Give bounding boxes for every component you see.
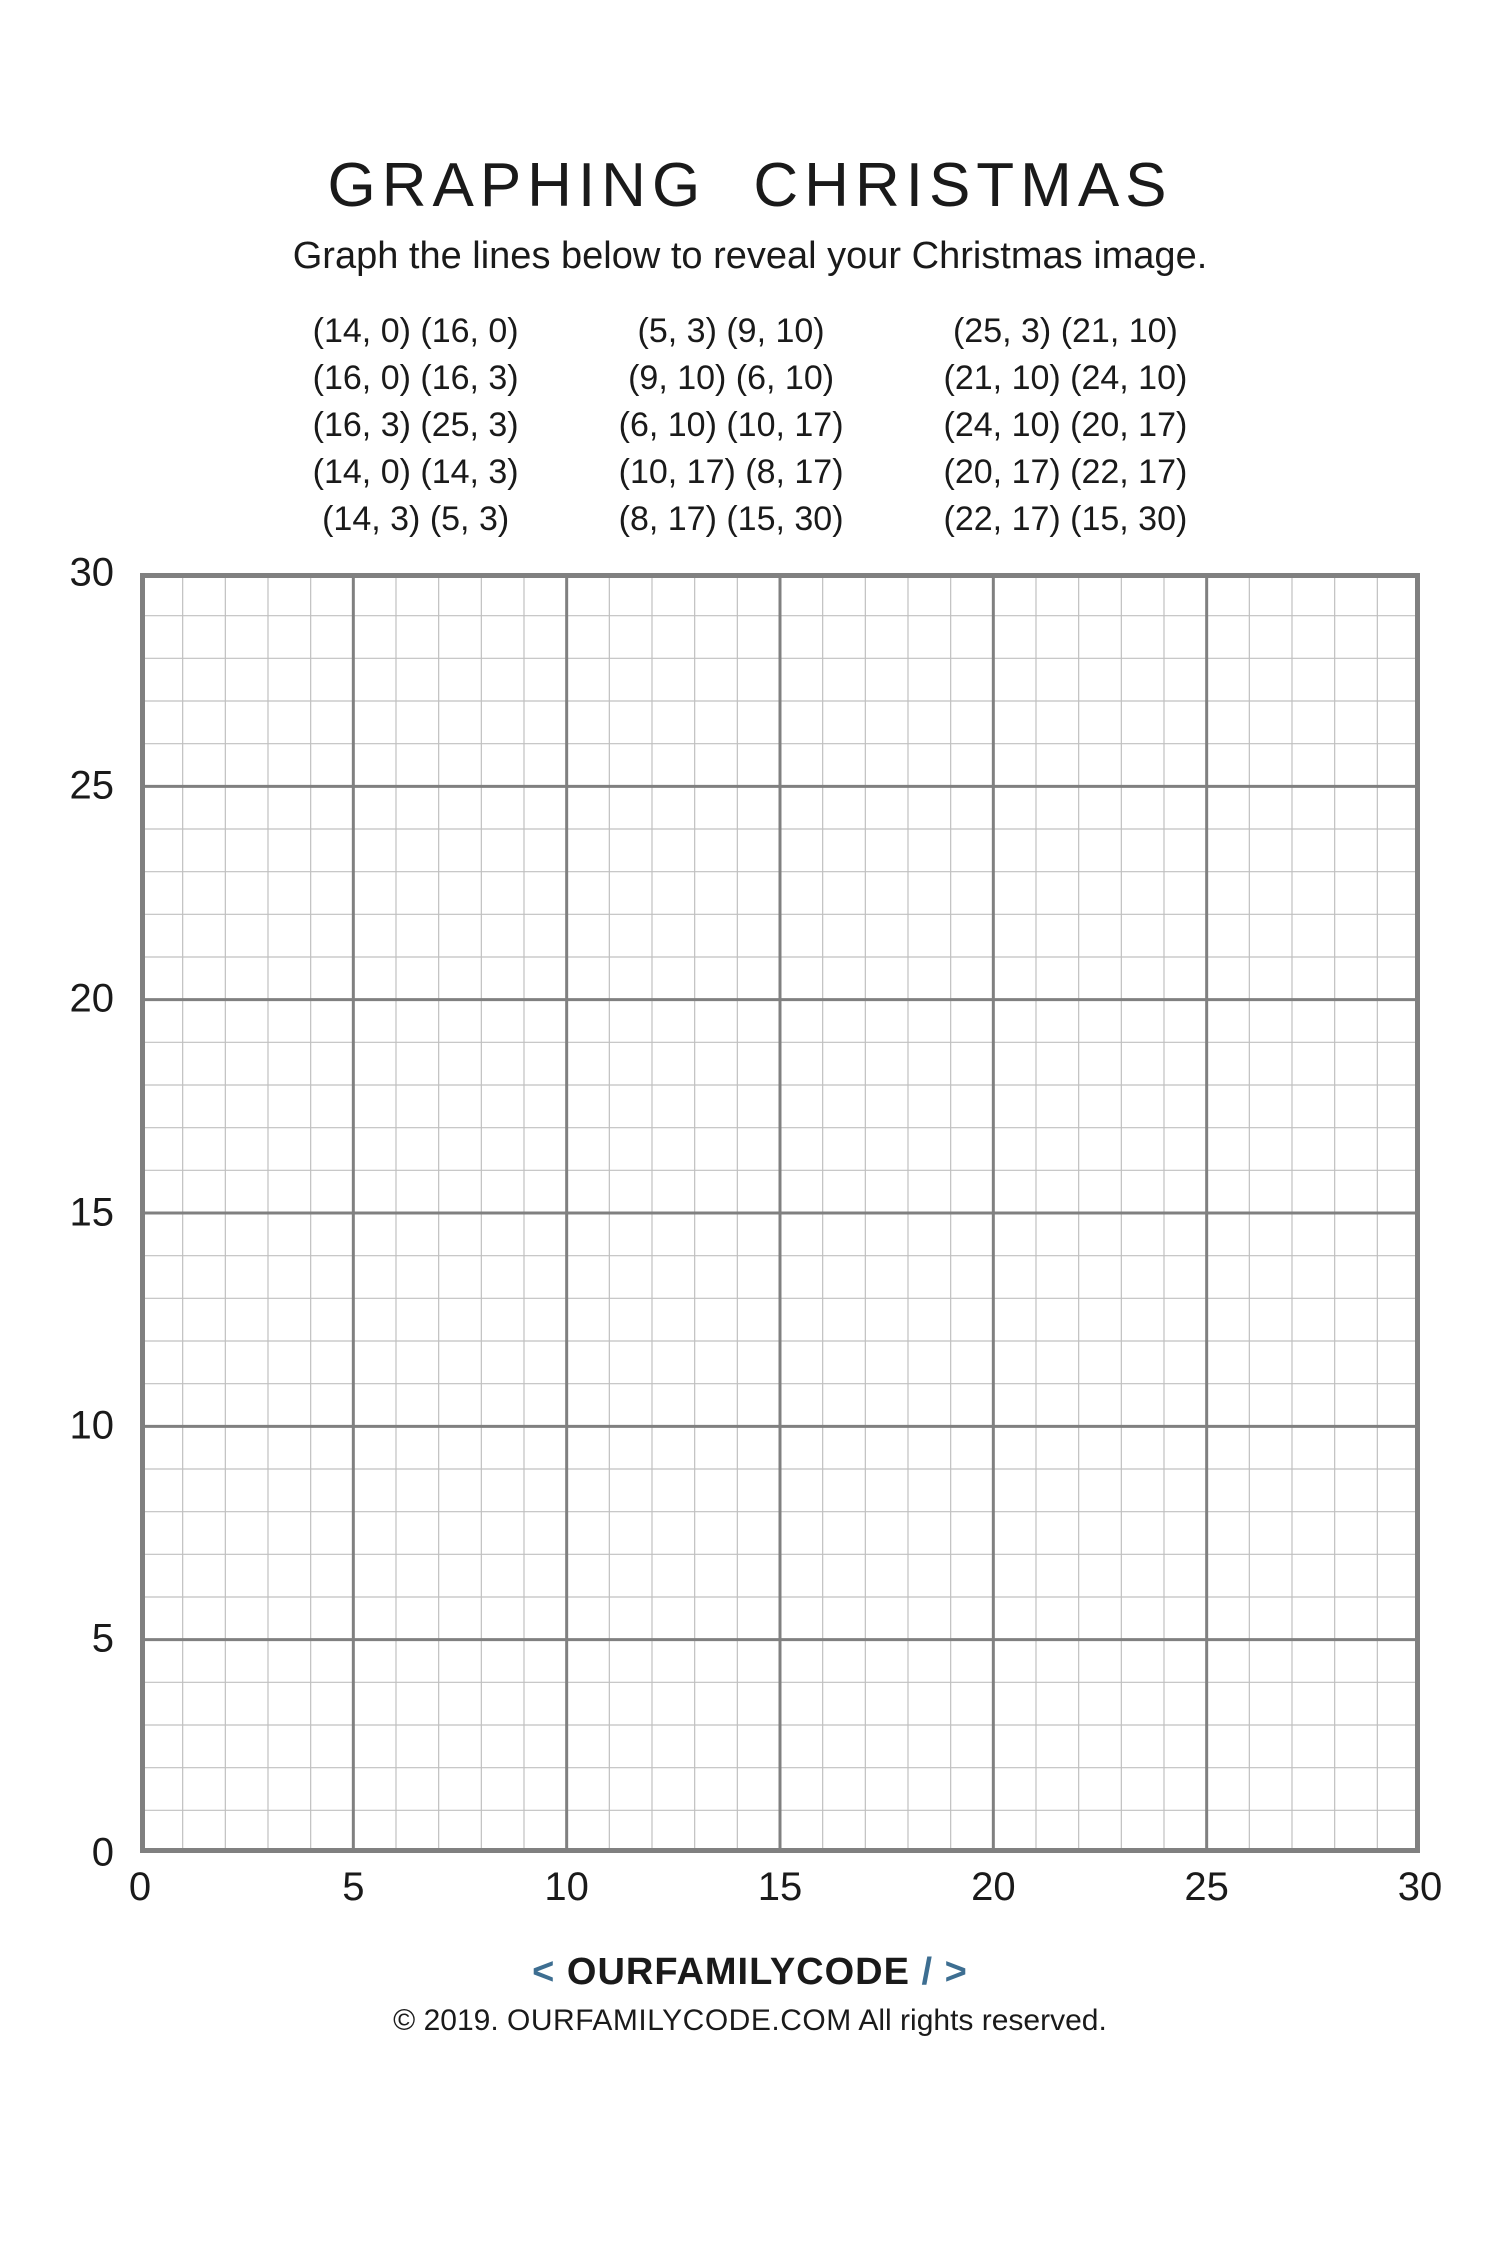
- coordinate-pair: (5, 3) (9, 10): [638, 308, 825, 355]
- coordinate-pair: (22, 17) (15, 30): [944, 496, 1188, 543]
- coordinate-pair: (9, 10) (6, 10): [628, 355, 834, 402]
- page-footer: < OURFAMILYCODE / > © 2019. OURFAMILYCOD…: [0, 1951, 1500, 2038]
- copyright-line: © 2019. OURFAMILYCODE.COM All rights res…: [0, 2004, 1500, 2038]
- x-axis-tick-label: 15: [758, 1865, 803, 1910]
- y-axis-tick-label: 20: [70, 977, 115, 1022]
- x-axis-labels: 051015202530: [140, 1853, 1420, 1923]
- y-axis-tick-label: 30: [70, 550, 115, 595]
- coordinate-pair: (10, 17) (8, 17): [619, 449, 844, 496]
- y-axis-tick-label: 10: [70, 1403, 115, 1448]
- x-axis-tick-label: 20: [971, 1865, 1016, 1910]
- grid-chart: 051015202530 051015202530: [60, 573, 1440, 1923]
- coordinate-pair: (16, 3) (25, 3): [313, 402, 519, 449]
- y-axis-tick-label: 0: [92, 1830, 114, 1875]
- copyright-site: OURFAMILYCODE.COM: [507, 2004, 852, 2037]
- coordinate-pair: (24, 10) (20, 17): [944, 402, 1188, 449]
- worksheet-page: GRAPHING CHRISTMAS Graph the lines below…: [0, 0, 1500, 2038]
- coordinate-pair: (6, 10) (10, 17): [619, 402, 844, 449]
- coordinate-column: (25, 3) (21, 10) (21, 10) (24, 10) (24, …: [944, 308, 1188, 543]
- y-axis-tick-label: 15: [70, 1190, 115, 1235]
- copyright-year: 2019.: [424, 2004, 499, 2037]
- x-axis-tick-label: 0: [129, 1865, 151, 1910]
- x-axis-tick-label: 25: [1184, 1865, 1229, 1910]
- x-axis-tick-label: 10: [544, 1865, 589, 1910]
- y-axis-tick-label: 25: [70, 763, 115, 808]
- coordinate-pair: (16, 0) (16, 3): [313, 355, 519, 402]
- bracket-close-icon: >: [945, 1951, 968, 1993]
- coordinate-pair: (14, 3) (5, 3): [322, 496, 509, 543]
- copyright-rights: All rights reserved.: [858, 2004, 1106, 2037]
- x-axis-tick-label: 30: [1398, 1865, 1443, 1910]
- coordinate-pair: (21, 10) (24, 10): [944, 355, 1188, 402]
- coordinate-pair: (25, 3) (21, 10): [953, 308, 1178, 355]
- coordinate-column: (14, 0) (16, 0) (16, 0) (16, 3) (16, 3) …: [313, 308, 519, 543]
- slash-icon: /: [922, 1951, 934, 1993]
- bracket-open-icon: <: [532, 1951, 555, 1993]
- x-axis-tick-label: 5: [342, 1865, 364, 1910]
- coordinate-pair: (14, 0) (16, 0): [313, 308, 519, 355]
- coordinate-grid-svg: [140, 573, 1420, 1853]
- coordinate-pair: (14, 0) (14, 3): [313, 449, 519, 496]
- coordinate-pair: (20, 17) (22, 17): [944, 449, 1188, 496]
- logo-text: OURFAMILYCODE: [567, 1951, 910, 1993]
- coordinate-list: (14, 0) (16, 0) (16, 0) (16, 3) (16, 3) …: [0, 308, 1500, 543]
- page-title: GRAPHING CHRISTMAS: [0, 150, 1500, 221]
- coordinate-column: (5, 3) (9, 10) (9, 10) (6, 10) (6, 10) (…: [619, 308, 844, 543]
- copyright-symbol: ©: [393, 2004, 415, 2037]
- y-axis-tick-label: 5: [92, 1617, 114, 1662]
- y-axis-labels: 051015202530: [60, 573, 130, 1853]
- site-logo: < OURFAMILYCODE / >: [0, 1951, 1500, 1994]
- page-subtitle: Graph the lines below to reveal your Chr…: [0, 235, 1500, 278]
- coordinate-pair: (8, 17) (15, 30): [619, 496, 844, 543]
